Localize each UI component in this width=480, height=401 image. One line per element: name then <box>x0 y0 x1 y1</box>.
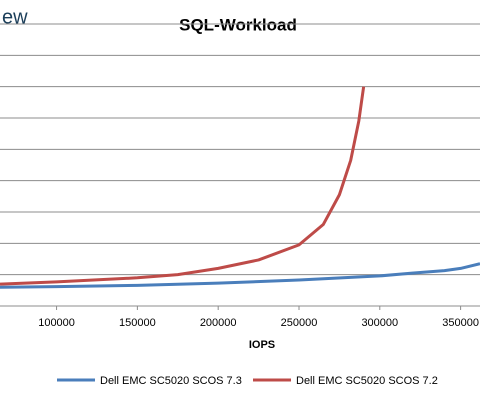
x-tick-label: 150000 <box>119 317 156 329</box>
logo: ew <box>2 6 28 28</box>
chart-title: SQL-Workload <box>179 15 297 34</box>
x-axis-label: IOPS <box>249 339 275 351</box>
x-tick-label: 100000 <box>38 317 75 329</box>
legend-label: Dell EMC SC5020 SCOS 7.3 <box>100 375 242 387</box>
series-line <box>0 262 480 289</box>
legend-label: Dell EMC SC5020 SCOS 7.2 <box>296 375 438 387</box>
x-tick-label: 350000 <box>442 317 479 329</box>
x-tick-label: 200000 <box>200 317 237 329</box>
series-line <box>0 86 366 286</box>
x-tick-label: 300000 <box>361 317 398 329</box>
x-tick-label: 250000 <box>281 317 318 329</box>
